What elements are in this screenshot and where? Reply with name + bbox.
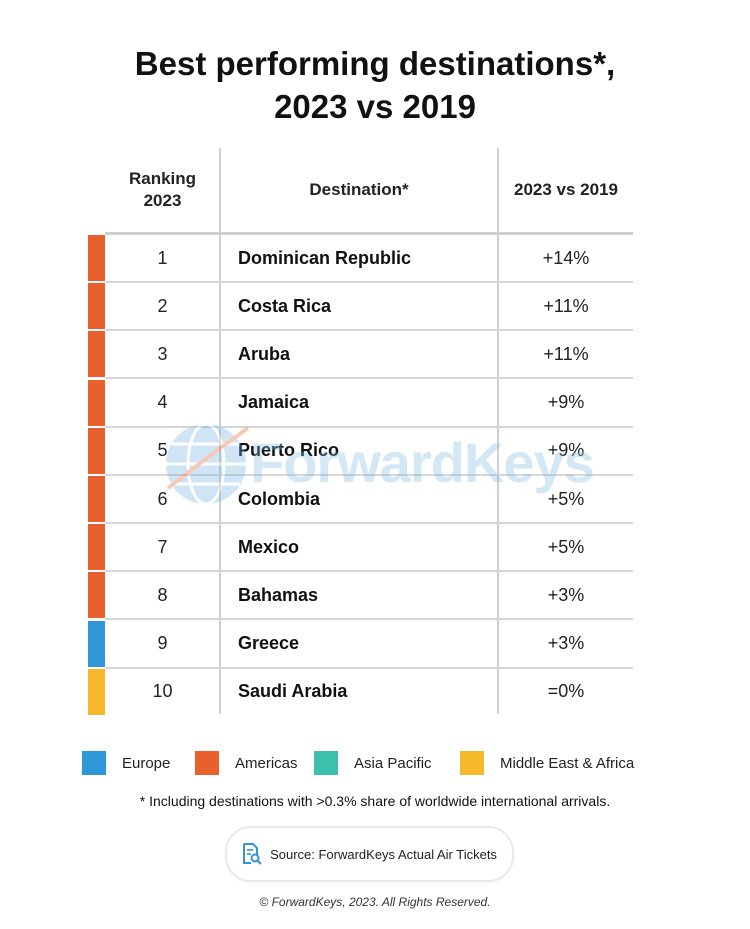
legend: Europe Americas Asia Pacific Middle East… <box>82 751 642 775</box>
legend-label: Americas <box>235 754 298 772</box>
table-row: 5 Puerto Rico +9% <box>88 427 633 476</box>
table-row: 6 Colombia +5% <box>88 476 633 524</box>
table-row: 2 Costa Rica +11% <box>88 283 633 332</box>
rank-cell: 7 <box>157 536 168 557</box>
destination-cell: Colombia <box>238 488 321 509</box>
column-divider <box>219 148 221 714</box>
change-cell: +3% <box>547 633 585 654</box>
title-line-2: 2023 vs 2019 <box>274 88 476 125</box>
region-color-bar <box>88 427 105 474</box>
rank-cell: 4 <box>157 392 168 413</box>
legend-item-asia-pacific: Asia Pacific <box>314 751 432 775</box>
document-search-icon <box>243 843 262 865</box>
region-color-bar <box>88 524 105 571</box>
row-divider <box>105 473 633 476</box>
destination-cell: Mexico <box>238 536 300 557</box>
change-cell: +3% <box>547 584 585 605</box>
region-color-bar <box>88 379 105 426</box>
source-pill: Source: ForwardKeys Actual Air Tickets <box>225 826 514 882</box>
change-cell: +5% <box>547 536 585 557</box>
rank-cell: 8 <box>157 584 168 605</box>
rank-cell: 6 <box>157 488 168 509</box>
footnote: * Including destinations with >0.3% shar… <box>139 793 611 809</box>
header-destination: Destination* <box>309 180 409 199</box>
column-divider <box>497 148 499 714</box>
change-cell: +11% <box>543 295 589 316</box>
table-row: 3 Aruba +11% <box>88 331 633 380</box>
copyright: © ForwardKeys, 2023. All Rights Reserved… <box>259 895 491 909</box>
change-cell: +14% <box>542 247 590 268</box>
row-divider <box>105 666 633 669</box>
region-color-bar <box>88 620 105 667</box>
destination-cell: Bahamas <box>238 584 319 605</box>
row-divider <box>105 377 633 380</box>
rank-cell: 9 <box>157 633 168 654</box>
destination-cell: Puerto Rico <box>238 440 340 461</box>
legend-swatch <box>195 751 219 775</box>
legend-label: Middle East & Africa <box>500 754 635 772</box>
title-line-1: Best performing destinations*, <box>134 45 616 82</box>
rank-cell: 10 <box>152 681 173 702</box>
destination-cell: Aruba <box>238 343 291 364</box>
rank-cell: 2 <box>157 295 168 316</box>
region-color-bar <box>88 668 105 715</box>
row-divider <box>105 570 633 573</box>
table-row: 4 Jamaica +9% <box>88 379 633 428</box>
row-divider <box>105 522 633 524</box>
header-ranking-line-2: 2023 <box>143 191 182 210</box>
legend-swatch <box>82 751 106 775</box>
table-row: 8 Bahamas +3% <box>88 572 633 621</box>
region-color-bar <box>88 476 105 522</box>
header-ranking-line-1: Ranking <box>128 169 197 188</box>
change-cell: +11% <box>543 343 589 364</box>
row-divider <box>105 425 633 428</box>
row-divider <box>105 618 633 621</box>
table-row: 10 Saudi Arabia =0% <box>88 668 633 717</box>
legend-swatch <box>460 751 484 775</box>
legend-swatch <box>314 751 338 775</box>
destination-cell: Costa Rica <box>238 295 332 316</box>
row-divider <box>105 281 633 283</box>
legend-label: Europe <box>122 754 171 772</box>
change-cell: +5% <box>547 488 585 509</box>
legend-label: Asia Pacific <box>354 754 432 772</box>
legend-item-americas: Americas <box>195 751 298 775</box>
change-cell: +9% <box>547 440 585 461</box>
header-change: 2023 vs 2019 <box>514 180 618 199</box>
table-row: 1 Dominican Republic +14% <box>88 235 633 283</box>
table-row: 9 Greece +3% <box>88 620 633 669</box>
region-color-bar <box>88 283 105 330</box>
change-cell: +9% <box>547 392 585 413</box>
region-color-bar <box>88 572 105 619</box>
header-divider <box>105 232 633 235</box>
table-row: 7 Mexico +5% <box>88 524 633 573</box>
change-cell: =0% <box>547 681 585 702</box>
header-ranking: Ranking 2023 <box>105 148 220 232</box>
rank-cell: 3 <box>157 343 168 364</box>
destination-cell: Dominican Republic <box>238 247 412 268</box>
legend-item-middle-east-africa: Middle East & Africa <box>460 751 634 775</box>
region-color-bar <box>88 331 105 378</box>
destination-cell: Jamaica <box>238 392 310 413</box>
page-title: Best performing destinations*, 2023 vs 2… <box>0 42 750 128</box>
legend-item-europe: Europe <box>82 751 170 775</box>
source-text: Source: ForwardKeys Actual Air Tickets <box>270 846 497 862</box>
region-color-bar <box>88 235 105 281</box>
row-divider <box>105 329 633 332</box>
destination-cell: Greece <box>238 633 300 654</box>
destination-cell: Saudi Arabia <box>238 681 348 702</box>
rank-cell: 1 <box>157 247 168 268</box>
rank-cell: 5 <box>157 440 168 461</box>
